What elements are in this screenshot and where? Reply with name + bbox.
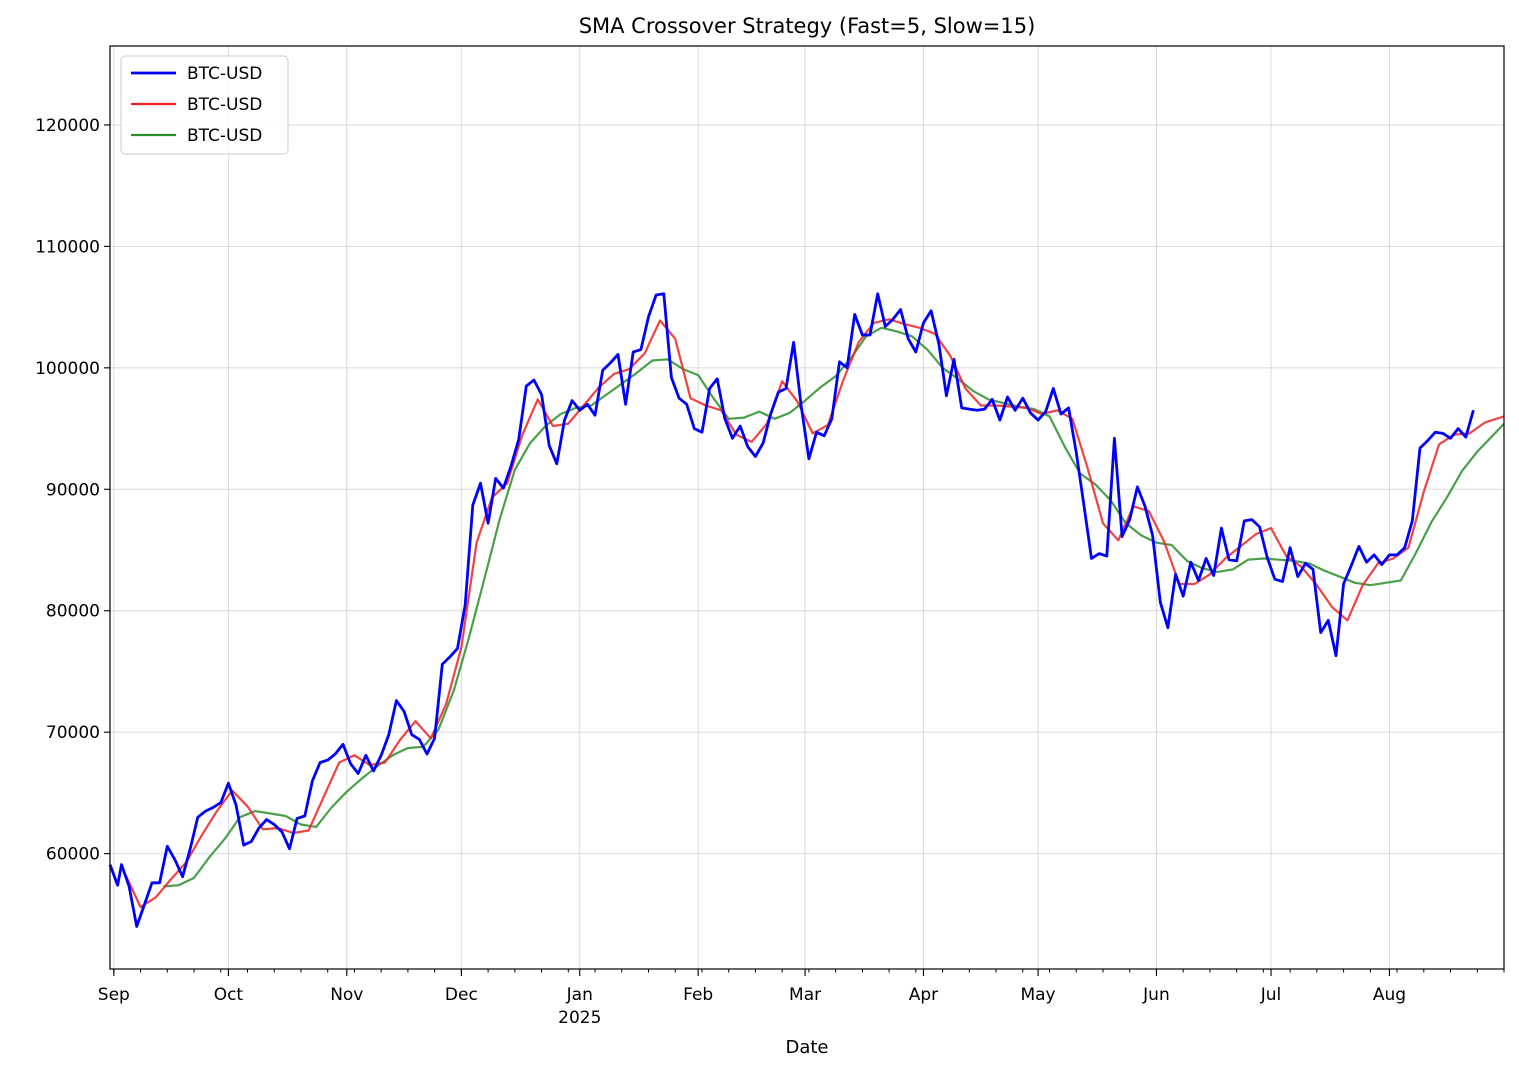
x-year-label: 2025 bbox=[558, 1008, 601, 1028]
x-tick-label: Feb bbox=[683, 985, 713, 1005]
x-tick-label: Jun bbox=[1142, 985, 1170, 1005]
chart-title: SMA Crossover Strategy (Fast=5, Slow=15) bbox=[579, 14, 1036, 38]
x-tick-label: Jan bbox=[566, 985, 593, 1005]
x-axis-label: Date bbox=[785, 1037, 828, 1058]
x-tick-label: Aug bbox=[1373, 985, 1406, 1005]
legend-label: BTC-USD bbox=[187, 126, 262, 146]
x-tick-label: Oct bbox=[214, 985, 244, 1005]
tick-layer: 60000 70000 80000 90000 100000 110000 120000 Se… bbox=[35, 116, 1505, 1028]
x-tick-label: Jul bbox=[1260, 985, 1282, 1005]
series-line-fast-sma bbox=[124, 318, 1505, 909]
x-tick-label: Nov bbox=[330, 985, 363, 1005]
legend-box bbox=[120, 55, 289, 155]
y-tick-label: 90000 bbox=[46, 480, 100, 500]
grid-layer bbox=[110, 46, 1504, 969]
x-tick-label: May bbox=[1020, 985, 1055, 1005]
y-tick-label: 70000 bbox=[46, 723, 100, 743]
legend: BTC-USD BTC-USD BTC-USD bbox=[120, 55, 289, 155]
y-tick-label: 110000 bbox=[35, 237, 100, 257]
x-tick-label: Mar bbox=[789, 985, 821, 1005]
y-tick-label: 80000 bbox=[46, 602, 100, 622]
x-tick-label: Sep bbox=[98, 985, 130, 1005]
y-tick-label: 60000 bbox=[46, 845, 100, 865]
series-layer bbox=[108, 292, 1505, 928]
y-tick-label: 120000 bbox=[35, 116, 100, 136]
plot-frame bbox=[109, 45, 1505, 970]
x-tick-label: Dec bbox=[445, 985, 478, 1005]
x-tick-label: Apr bbox=[909, 985, 938, 1005]
legend-label: BTC-USD bbox=[187, 64, 262, 84]
legend-label: BTC-USD bbox=[187, 95, 262, 115]
y-tick-label: 100000 bbox=[35, 359, 100, 379]
series-line-price bbox=[108, 292, 1475, 928]
